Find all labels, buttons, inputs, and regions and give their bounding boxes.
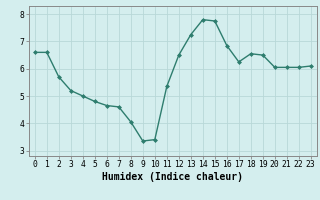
X-axis label: Humidex (Indice chaleur): Humidex (Indice chaleur): [102, 172, 243, 182]
